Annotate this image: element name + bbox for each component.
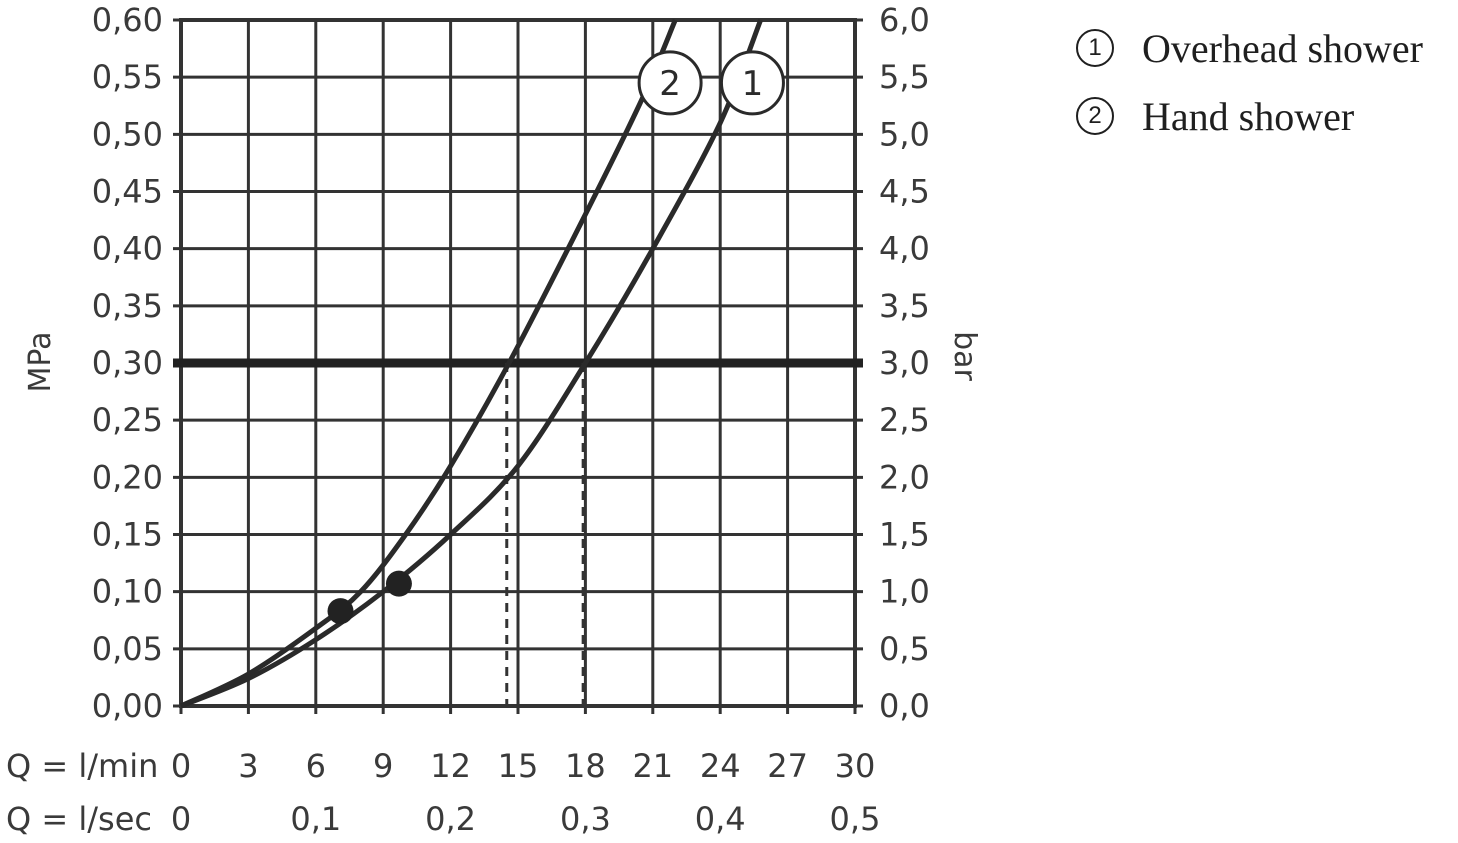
y-left-tick-label: 0,60 <box>92 1 163 39</box>
legend-marker-2: 2 <box>1076 97 1114 135</box>
legend-label-overhead-shower: Overhead shower <box>1142 25 1423 71</box>
series-line-hand-shower <box>179 19 678 709</box>
x-secondary-tick-label: 0,4 <box>695 800 746 838</box>
x-axis-primary-title: Q = l/min <box>6 747 158 785</box>
x-primary-tick-label: 12 <box>430 747 471 785</box>
x-primary-tick-label: 15 <box>498 747 539 785</box>
series-marker-circle-hand-shower <box>637 50 703 116</box>
y-left-tick-label: 0,45 <box>92 173 163 211</box>
y-left-tick-label: 0,55 <box>92 58 163 96</box>
x-secondary-tick-label: 0,1 <box>290 800 341 838</box>
x-secondary-tick-label: 0 <box>171 800 191 838</box>
series-dot-hand-shower <box>327 598 354 625</box>
x-secondary-tick-label: 0,3 <box>560 800 611 838</box>
legend-item-overhead-shower: 1 Overhead shower <box>1076 14 1423 82</box>
x-primary-tick-label: 9 <box>373 747 393 785</box>
x-primary-tick-label: 0 <box>171 747 191 785</box>
legend-label-hand-shower: Hand shower <box>1142 93 1355 139</box>
x-secondary-tick-label: 0,5 <box>830 800 881 838</box>
y-left-tick-label: 0,30 <box>92 344 163 382</box>
y-right-tick-label: 2,5 <box>879 401 930 439</box>
x-secondary-tick-label: 0,2 <box>425 800 476 838</box>
x-primary-tick-label: 27 <box>767 747 808 785</box>
y-left-tick-label: 0,10 <box>92 573 163 611</box>
series-marker-circle-overhead-shower <box>719 50 785 116</box>
y-right-tick-label: 3,5 <box>879 287 930 325</box>
x-primary-tick-label: 21 <box>632 747 673 785</box>
y-right-tick-label: 5,5 <box>879 58 930 96</box>
y-right-tick-label: 2,0 <box>879 458 930 496</box>
y-left-tick-label: 0,20 <box>92 458 163 496</box>
y-right-tick-label: 0,5 <box>879 630 930 668</box>
series-dot-overhead-shower <box>385 570 412 597</box>
reference-line-group <box>173 358 863 706</box>
y-left-tick-label: 0,50 <box>92 115 163 153</box>
y-right-tick-label: 0,0 <box>879 687 930 725</box>
y-left-tick-label: 0,05 <box>92 630 163 668</box>
x-primary-tick-label: 30 <box>835 747 876 785</box>
y-right-tick-label: 1,5 <box>879 516 930 554</box>
y-left-tick-label: 0,40 <box>92 230 163 268</box>
y-right-tick-label: 6,0 <box>879 1 930 39</box>
x-primary-tick-label: 3 <box>238 747 258 785</box>
y-left-tick-label: 0,25 <box>92 401 163 439</box>
y-right-tick-label: 4,0 <box>879 230 930 268</box>
series-curves: 12 <box>179 19 785 709</box>
y-right-tick-label: 4,5 <box>879 173 930 211</box>
legend-item-hand-shower: 2 Hand shower <box>1076 82 1423 150</box>
y-left-tick-label: 0,00 <box>92 687 163 725</box>
tick-labels: 0,000,050,100,150,200,250,300,350,400,45… <box>92 1 930 838</box>
series-line-overhead-shower <box>180 19 763 709</box>
y-right-tick-label: 1,0 <box>879 573 930 611</box>
x-axis-secondary-title: Q = l/sec <box>6 800 152 838</box>
y-axis-right-title: bar <box>947 331 982 381</box>
series-marker-label-overhead-shower: 1 <box>742 64 764 104</box>
series-marker-label-hand-shower: 2 <box>659 64 681 104</box>
x-primary-tick-label: 6 <box>306 747 326 785</box>
y-left-tick-label: 0,15 <box>92 516 163 554</box>
y-left-tick-label: 0,35 <box>92 287 163 325</box>
y-axis-left-title: MPa <box>23 331 58 392</box>
legend-marker-1: 1 <box>1076 29 1114 67</box>
x-primary-tick-label: 24 <box>700 747 741 785</box>
y-right-tick-label: 5,0 <box>879 115 930 153</box>
y-right-tick-label: 3,0 <box>879 344 930 382</box>
x-primary-tick-label: 18 <box>565 747 606 785</box>
chart-legend: 1 Overhead shower 2 Hand shower <box>1076 14 1423 150</box>
